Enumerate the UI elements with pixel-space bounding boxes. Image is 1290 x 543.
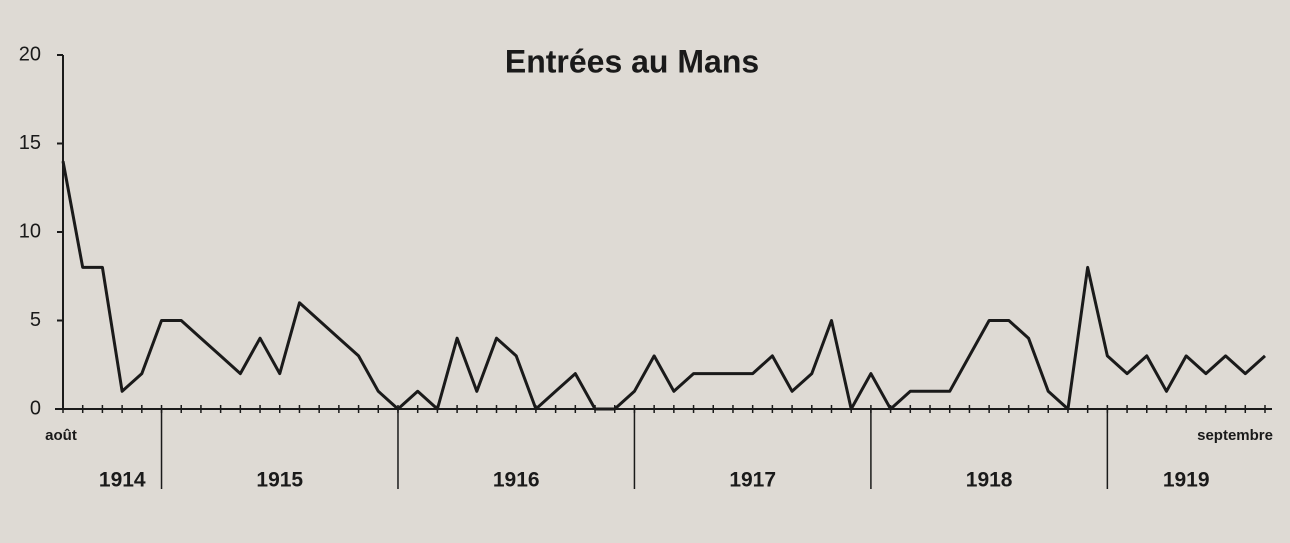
page: Entrées au Mans 0 5 10 15 20 août septembre 191… — [0, 0, 1290, 543]
year-label: 1919 — [1163, 469, 1210, 492]
year-label: 1917 — [729, 469, 776, 492]
y-tick-label: 0 — [30, 397, 41, 419]
y-tick-label: 10 — [19, 220, 41, 242]
year-label: 1916 — [493, 469, 540, 492]
y-tick-label: 15 — [19, 132, 41, 154]
year-label: 1918 — [966, 469, 1013, 492]
background — [0, 0, 1290, 543]
chart-title: Entrées au Mans — [505, 43, 759, 79]
year-label: 1915 — [256, 469, 303, 492]
year-label: 1914 — [99, 469, 146, 492]
y-tick-label: 20 — [19, 43, 41, 65]
x-tick-label: août — [45, 427, 77, 444]
y-tick-label: 5 — [30, 309, 41, 331]
chart: Entrées au Mans 0 5 10 15 20 août septembre 191… — [0, 0, 1290, 543]
x-tick-label: septembre — [1197, 427, 1273, 444]
